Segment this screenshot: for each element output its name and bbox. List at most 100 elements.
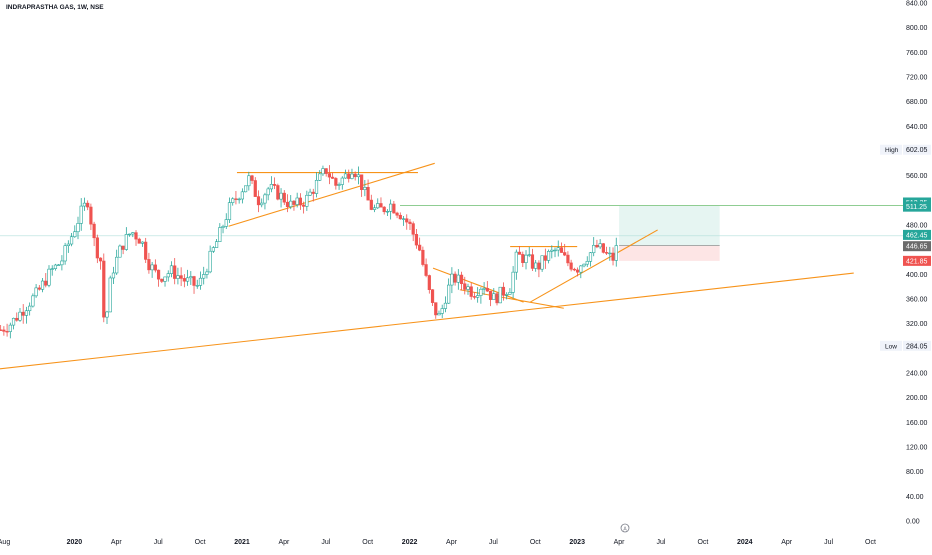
candle-body — [121, 245, 125, 250]
candle-body — [443, 302, 448, 309]
trendline-triangle-bottom-2021[interactable] — [228, 162, 435, 227]
candle-body — [134, 232, 138, 240]
trendline-short-cross-2022[interactable] — [459, 289, 564, 309]
x-tick-label: Jul — [489, 539, 498, 546]
candle-body — [356, 174, 361, 178]
candle-body — [592, 244, 596, 254]
x-tick-label: 2023 — [569, 539, 585, 546]
candle-body — [153, 264, 157, 271]
trendline-rising-support-2023[interactable] — [529, 229, 658, 303]
candle-body — [11, 317, 16, 326]
candle-body — [601, 243, 605, 253]
candle-body — [63, 245, 67, 262]
candle-body — [53, 264, 58, 269]
candle-body — [21, 311, 25, 316]
candle-body — [563, 252, 567, 256]
candle-body — [485, 287, 489, 292]
candle-body — [115, 256, 119, 274]
candle-body — [517, 251, 522, 255]
candle-body — [224, 219, 228, 227]
candle-body — [453, 273, 457, 283]
candle-body — [440, 308, 444, 314]
candle-body — [160, 278, 164, 282]
candle-body — [127, 233, 132, 236]
candle-body — [321, 168, 325, 175]
high-value-bg — [903, 144, 931, 155]
candle-body — [28, 305, 32, 312]
candle-body — [389, 203, 393, 212]
candle-body — [411, 223, 415, 235]
candle-body — [543, 255, 547, 261]
candle-body — [372, 207, 377, 210]
candle-body — [234, 198, 238, 200]
candle-body — [498, 286, 502, 304]
candle-body — [289, 200, 293, 208]
candle-body — [408, 221, 412, 224]
candle-body — [608, 252, 612, 255]
x-tick-label: Oct — [697, 539, 708, 546]
y-tick-label: 680.00 — [906, 99, 928, 106]
candle-body — [237, 198, 241, 201]
target-label: 511.25 — [906, 204, 927, 211]
y-tick-label: 200.00 — [906, 395, 928, 402]
y-tick-label: 120.00 — [906, 445, 928, 452]
trendline-long-term-support[interactable] — [0, 272, 854, 370]
candle-body — [256, 196, 261, 206]
y-tick-label: 560.00 — [906, 173, 928, 180]
reset-chart-icon[interactable]: A — [620, 523, 630, 533]
candle-body — [198, 277, 203, 286]
candle-body — [298, 197, 302, 206]
candle-body — [350, 173, 354, 179]
candle-body — [379, 203, 383, 208]
candle-body — [44, 280, 48, 286]
candle-body — [231, 198, 235, 203]
candle-body — [295, 197, 299, 205]
candle-body — [82, 202, 87, 207]
y-tick-label: 320.00 — [906, 321, 928, 328]
candle-body — [556, 247, 560, 251]
x-tick-label: Oct — [195, 539, 206, 546]
candle-body — [137, 238, 141, 244]
candle-body — [285, 201, 290, 208]
high-value: 602.05 — [906, 147, 928, 154]
y-tick-label: 80.00 — [906, 469, 924, 476]
candle-body — [559, 247, 564, 253]
candle-body — [450, 273, 454, 286]
trendline-falling-wedge-2022[interactable] — [432, 267, 524, 303]
x-tick-label: Oct — [865, 539, 876, 546]
candle-body — [124, 234, 128, 250]
y-tick-label: 640.00 — [906, 124, 928, 131]
candle-body — [546, 251, 551, 261]
stop-price-label: 421.85 — [906, 258, 928, 265]
candle-body — [366, 187, 370, 201]
x-tick-label: Apr — [781, 539, 793, 546]
candle-body — [347, 173, 351, 179]
candle-body — [463, 283, 467, 290]
x-axis: Aug 2020 Apr Jul Oct 2021 Apr Jul Oct 2022 Apr Jul O… — [0, 539, 876, 546]
candle-body — [282, 192, 286, 203]
x-tick-label: Apr — [111, 539, 123, 546]
candle-body — [140, 241, 145, 244]
candle-body — [537, 262, 541, 270]
candle-body — [156, 269, 161, 280]
x-tick-label: 2024 — [737, 539, 753, 546]
candle-body — [176, 275, 180, 279]
low-value: 284.05 — [906, 343, 928, 350]
y-tick-label: 840.00 — [906, 1, 928, 8]
x-tick-label: Jul — [321, 539, 330, 546]
target-label-bg — [903, 201, 931, 212]
candle-body — [430, 289, 435, 303]
candle-body — [530, 254, 535, 269]
candle-body — [582, 263, 586, 267]
candle-body — [575, 269, 580, 273]
candle-body — [227, 202, 232, 220]
candles — [0, 165, 618, 339]
y-tick-label: 0.00 — [906, 519, 920, 526]
candle-body — [360, 174, 364, 190]
candle-body — [105, 311, 109, 318]
y-tick-label: 760.00 — [906, 50, 928, 57]
target-zone — [619, 205, 720, 246]
candle-body — [418, 244, 422, 251]
candle-body — [169, 265, 174, 274]
